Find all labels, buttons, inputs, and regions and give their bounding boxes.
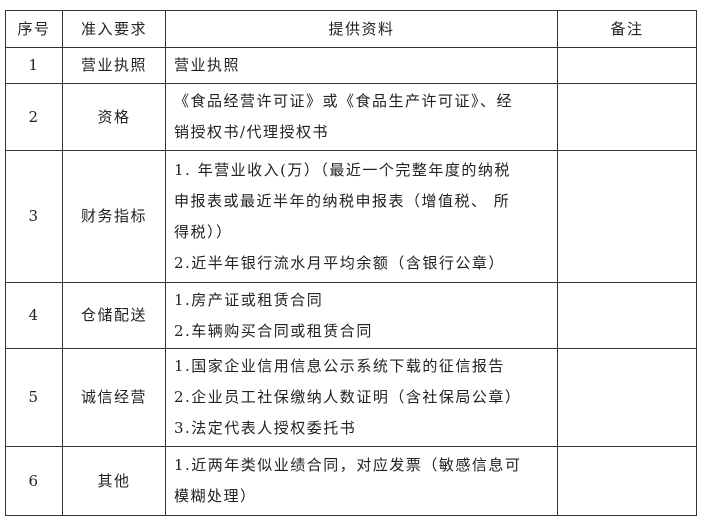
- row-number-cell: 3: [5, 151, 62, 282]
- row-number-cell: 2: [5, 84, 62, 150]
- row-number: 1: [28, 56, 40, 74]
- remark-cell: [557, 151, 697, 282]
- table-row: 3 财务指标 1. 年营业收入(万）（最近一个完整年度的纳税 申报表或最近半年的纳税申…: [5, 150, 697, 282]
- remark-cell: [557, 283, 697, 348]
- material-line: 2.车辆购买合同或租赁合同: [174, 321, 373, 340]
- table-row: 2 资格 《食品经营许可证》或《食品生产许可证》、经 销授权书/代理授权书: [5, 83, 697, 150]
- materials-cell: 《食品经营许可证》或《食品生产许可证》、经 销授权书/代理授权书: [165, 84, 557, 150]
- row-number: 2: [28, 107, 40, 126]
- row-number: 3: [28, 207, 40, 225]
- material-line: 1.近两年类似业绩合同，对应发票（敏感信息可: [174, 456, 522, 474]
- material-line: 2.企业员工社保缴纳人数证明（含社保局公章）: [174, 388, 522, 406]
- header-label: 备注: [610, 19, 644, 38]
- material-line: 得税））: [174, 222, 233, 241]
- table-header-row: 序号 准入要求 提供资料 备注: [5, 10, 697, 47]
- material-line: 1.国家企业信用信息公示系统下载的征信报告: [174, 357, 505, 375]
- row-number-cell: 1: [5, 48, 62, 83]
- materials-cell: 营业执照: [165, 48, 557, 83]
- table-row: 1 营业执照 营业执照: [5, 47, 697, 83]
- material-line: 营业执照: [174, 56, 241, 74]
- table-row: 5 诚信经营 1.国家企业信用信息公示系统下载的征信报告 2.企业员工社保缴纳人数证明…: [5, 348, 697, 446]
- header-cell: 备注: [557, 11, 697, 47]
- material-line: 2.近半年银行流水月平均余额（含银行公章）: [174, 253, 505, 272]
- requirement-cell: 诚信经营: [62, 349, 165, 446]
- remark-cell: [557, 349, 697, 446]
- requirement-cell: 其他: [62, 447, 165, 515]
- row-number-cell: 4: [5, 283, 62, 348]
- materials-cell: 1.房产证或租赁合同 2.车辆购买合同或租赁合同: [165, 283, 557, 348]
- material-line: 1. 年营业收入(万）（最近一个完整年度的纳税: [174, 160, 511, 179]
- header-label: 序号: [17, 19, 51, 38]
- row-number: 4: [28, 306, 40, 324]
- header-cell: 准入要求: [62, 11, 165, 47]
- requirement: 资格: [97, 107, 131, 126]
- material-line: 销授权书/代理授权书: [174, 123, 330, 141]
- table-row: 4 仓储配送 1.房产证或租赁合同 2.车辆购买合同或租赁合同: [5, 282, 697, 348]
- remark-cell: [557, 84, 697, 150]
- remark-cell: [557, 48, 697, 83]
- material-line: 1.房产证或租赁合同: [174, 290, 324, 309]
- row-number: 5: [28, 388, 40, 406]
- requirement: 财务指标: [80, 207, 147, 225]
- row-number-cell: 5: [5, 349, 62, 446]
- header-cell: 序号: [5, 11, 62, 47]
- header-cell: 提供资料: [165, 11, 557, 47]
- requirements-table: 序号 准入要求 提供资料 备注 1 营业执照 营业执照 2 资格 《食品经营许可证》或《食品生产许…: [5, 10, 697, 516]
- table-row: 6 其他 1.近两年类似业绩合同，对应发票（敏感信息可 模糊处理）: [5, 446, 697, 516]
- materials-cell: 1.国家企业信用信息公示系统下载的征信报告 2.企业员工社保缴纳人数证明（含社保局…: [165, 349, 557, 446]
- material-line: 申报表或最近半年的纳税申报表（增值税、 所: [174, 191, 511, 210]
- row-number-cell: 6: [5, 447, 62, 515]
- materials-cell: 1.近两年类似业绩合同，对应发票（敏感信息可 模糊处理）: [165, 447, 557, 515]
- requirement: 诚信经营: [80, 388, 147, 406]
- requirement: 其他: [97, 471, 131, 490]
- requirement-cell: 仓储配送: [62, 283, 165, 348]
- requirement-cell: 财务指标: [62, 151, 165, 282]
- material-line: 《食品经营许可证》或《食品生产许可证》、经: [174, 92, 514, 110]
- header-label: 准入要求: [80, 19, 147, 38]
- materials-cell: 1. 年营业收入(万）（最近一个完整年度的纳税 申报表或最近半年的纳税申报表（增值…: [165, 151, 557, 282]
- requirement: 仓储配送: [80, 306, 147, 324]
- material-line: 3.法定代表人授权委托书: [174, 419, 357, 437]
- row-number: 6: [28, 471, 40, 490]
- material-line: 模糊处理）: [174, 487, 257, 505]
- requirement-cell: 资格: [62, 84, 165, 150]
- requirement-cell: 营业执照: [62, 48, 165, 83]
- header-label: 提供资料: [328, 19, 395, 38]
- requirement: 营业执照: [80, 56, 147, 74]
- remark-cell: [557, 447, 697, 515]
